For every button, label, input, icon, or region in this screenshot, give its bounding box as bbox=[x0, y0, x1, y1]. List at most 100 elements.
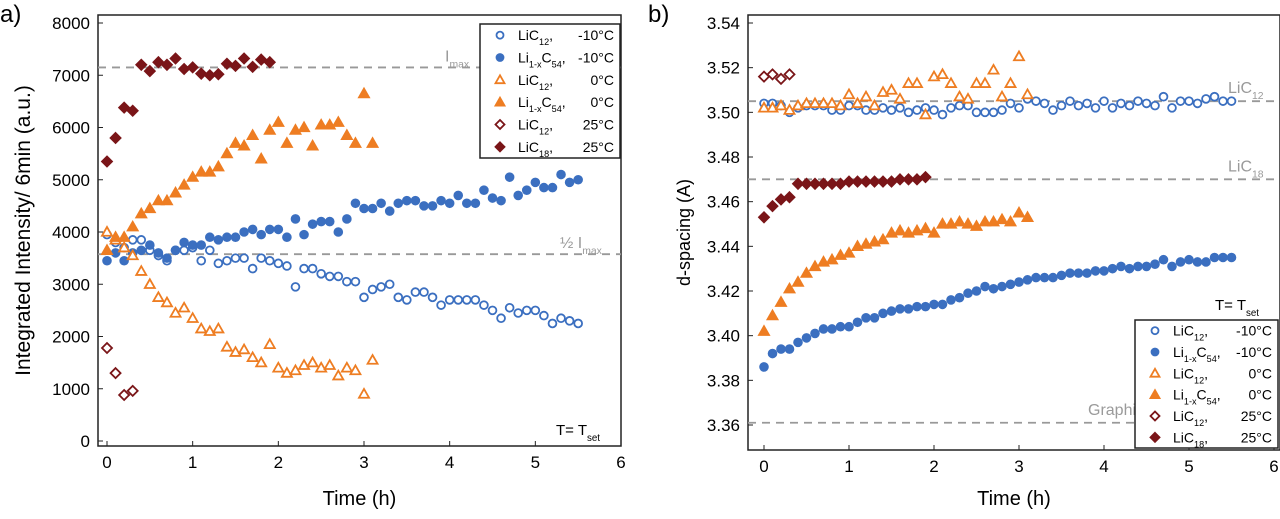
data-point bbox=[988, 283, 999, 294]
x-tick-label: 4 bbox=[445, 453, 454, 472]
data-point bbox=[791, 177, 805, 191]
series-2 bbox=[757, 49, 1035, 120]
data-point bbox=[1031, 96, 1041, 106]
legend-label: Li1-xC54, bbox=[518, 50, 566, 70]
data-point bbox=[1039, 98, 1050, 109]
data-point bbox=[271, 361, 285, 373]
data-point bbox=[564, 316, 575, 326]
data-point bbox=[169, 52, 182, 65]
data-point bbox=[212, 67, 225, 81]
x-axis-label: Time (h) bbox=[323, 488, 397, 510]
data-point bbox=[980, 107, 990, 118]
data-point bbox=[109, 230, 123, 242]
data-point bbox=[827, 324, 837, 334]
data-point bbox=[359, 203, 369, 214]
data-point bbox=[573, 318, 583, 329]
data-point bbox=[246, 60, 259, 74]
reference-label-text: LiC bbox=[1228, 80, 1252, 97]
data-point bbox=[793, 337, 803, 348]
data-point bbox=[282, 232, 292, 243]
data-point bbox=[995, 89, 1009, 102]
reference-label-text: ½ I bbox=[560, 235, 582, 252]
legend-label-part: 12 bbox=[1194, 375, 1204, 385]
data-point bbox=[774, 72, 788, 86]
y-tick-label: 3.48 bbox=[707, 148, 740, 167]
data-point bbox=[556, 169, 566, 180]
y-tick-label: 3000 bbox=[52, 275, 90, 294]
data-point bbox=[117, 240, 131, 253]
reference-label-subscript: 12 bbox=[1252, 91, 1264, 102]
data-point bbox=[496, 313, 506, 324]
data-point bbox=[1226, 96, 1237, 106]
data-point bbox=[470, 295, 481, 305]
legend-item: LiC18, 25°C bbox=[1149, 429, 1272, 449]
data-point bbox=[1201, 94, 1211, 104]
data-point bbox=[323, 118, 337, 130]
data-point bbox=[1124, 263, 1135, 274]
legend-label-part: , bbox=[1217, 387, 1221, 403]
data-point bbox=[1141, 261, 1152, 272]
data-point bbox=[239, 227, 249, 237]
data-point bbox=[177, 62, 191, 76]
data-point bbox=[143, 201, 157, 214]
x-axis-label: Time (h) bbox=[977, 488, 1051, 510]
reference-line-label: Graphite bbox=[1088, 402, 1149, 419]
legend-label-part: Li bbox=[518, 50, 529, 66]
legend-temperature: 0°C bbox=[591, 94, 615, 110]
data-point bbox=[825, 96, 839, 109]
y-tick-label: 0 bbox=[81, 432, 90, 451]
data-point bbox=[1116, 98, 1126, 109]
series-1 bbox=[102, 169, 583, 266]
data-point bbox=[186, 311, 200, 323]
data-point bbox=[177, 178, 191, 190]
data-point bbox=[1218, 252, 1228, 263]
data-point bbox=[402, 195, 412, 206]
data-point bbox=[314, 361, 328, 373]
data-point bbox=[997, 281, 1007, 292]
data-point bbox=[333, 271, 344, 282]
data-point bbox=[461, 295, 472, 305]
data-point bbox=[995, 212, 1009, 225]
data-point bbox=[479, 185, 489, 196]
data-point bbox=[504, 172, 515, 182]
y-axis-label: Integrated Intensity/ 6min (a.u.) bbox=[12, 85, 35, 376]
data-point bbox=[357, 387, 371, 399]
legend-marker bbox=[1148, 388, 1162, 399]
legend-label-part: , bbox=[1204, 429, 1208, 445]
data-point bbox=[350, 276, 361, 287]
y-tick-label: 3.50 bbox=[707, 103, 740, 122]
data-point bbox=[867, 98, 882, 111]
data-point bbox=[228, 136, 243, 148]
data-point bbox=[419, 287, 429, 297]
legend-label-part: 1-x bbox=[1184, 354, 1197, 364]
legend-marker bbox=[495, 53, 505, 62]
data-point bbox=[850, 96, 865, 109]
data-point bbox=[134, 264, 148, 276]
data-point bbox=[316, 268, 326, 279]
data-point bbox=[314, 118, 328, 130]
data-point bbox=[1167, 103, 1177, 113]
data-point bbox=[903, 304, 914, 314]
data-point bbox=[194, 321, 208, 334]
reference-label-subscript: 18 bbox=[1252, 169, 1264, 180]
data-point bbox=[986, 63, 1001, 75]
data-point bbox=[126, 104, 139, 118]
legend-marker bbox=[1149, 431, 1161, 444]
data-point bbox=[980, 281, 990, 292]
data-point bbox=[127, 235, 138, 245]
data-point bbox=[340, 128, 354, 140]
data-point bbox=[901, 226, 916, 238]
data-point bbox=[246, 350, 260, 363]
data-point bbox=[419, 201, 429, 211]
data-point bbox=[316, 216, 326, 227]
data-point bbox=[1073, 268, 1084, 278]
data-point bbox=[179, 245, 189, 256]
data-point bbox=[1005, 279, 1016, 290]
data-point bbox=[194, 67, 208, 80]
data-point bbox=[963, 288, 973, 299]
data-point bbox=[818, 324, 829, 334]
data-point bbox=[367, 284, 378, 295]
data-point bbox=[521, 185, 532, 196]
